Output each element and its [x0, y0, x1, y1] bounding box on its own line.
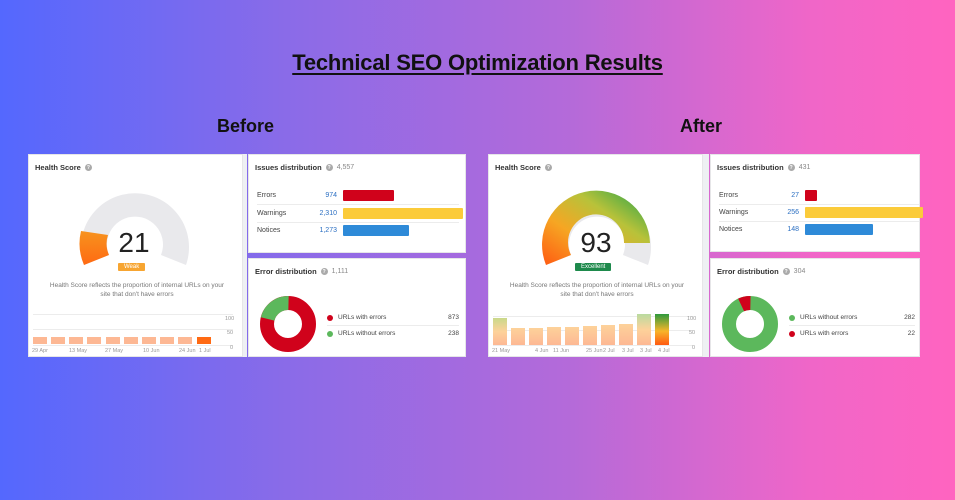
after-panel-gap — [703, 154, 709, 357]
help-icon[interactable]: ? — [782, 268, 790, 275]
help-icon[interactable]: ? — [787, 164, 795, 171]
error-donut-chart — [260, 296, 316, 352]
issue-row-errors[interactable]: Errors 974 — [257, 187, 394, 203]
error-donut-chart — [722, 296, 778, 352]
after-issues-distribution-card: Issues distribution ? 431 Errors 27 Warn… — [710, 154, 923, 252]
history-bar-current — [197, 337, 211, 344]
history-bar — [160, 337, 174, 344]
history-bar — [493, 318, 507, 345]
history-bar-current — [655, 314, 669, 345]
history-bar — [33, 337, 47, 344]
errors-total: 304 — [793, 268, 806, 275]
before-panel-gap — [243, 154, 247, 357]
health-history-chart: 100 50 0 21 May 4 Jun 11 Jun 25 Jun 2 Ju… — [492, 314, 697, 354]
issues-distribution-title: Issues distribution ? 4,557 — [255, 163, 355, 172]
issue-row-errors[interactable]: Errors 27 — [719, 187, 817, 203]
health-score-title: Health Score ? — [495, 163, 552, 172]
warnings-bar — [343, 207, 463, 219]
help-icon[interactable]: ? — [544, 164, 552, 171]
before-label: Before — [217, 116, 275, 136]
issue-row-warnings[interactable]: Warnings 2,310 — [257, 205, 463, 221]
issue-row-notices[interactable]: Notices 1,273 — [257, 222, 409, 238]
page-title: Technical SEO Optimization Results — [292, 50, 663, 75]
history-bar — [51, 337, 65, 344]
health-score-value: 93 — [580, 227, 612, 258]
history-bar — [601, 325, 615, 345]
health-gauge — [79, 193, 189, 265]
red-dot-icon — [789, 330, 795, 337]
health-status-badge: Excellent — [575, 263, 612, 271]
history-bar — [529, 328, 543, 345]
after-health-score-card: Health Score ? 93 Excellent Health Score… — [488, 154, 703, 357]
history-bar — [547, 327, 561, 345]
help-icon[interactable]: ? — [320, 268, 328, 275]
history-bar — [106, 337, 120, 344]
legend-urls-without-errors[interactable]: URLs without errors — [327, 330, 395, 337]
health-score-value: 21 — [118, 227, 150, 258]
history-bar — [178, 337, 192, 344]
health-score-title: Health Score ? — [35, 163, 92, 172]
errors-bar — [805, 189, 817, 201]
history-bar — [583, 326, 597, 345]
issues-total: 431 — [798, 164, 811, 171]
green-dot-icon — [327, 330, 333, 337]
issues-total: 4,557 — [336, 164, 355, 171]
before-error-distribution-card: Error distribution ? 1,111 URLs with err… — [248, 258, 466, 357]
issue-row-notices[interactable]: Notices 148 — [719, 221, 873, 237]
after-error-distribution-card: Error distribution ? 304 URLs without er… — [710, 258, 920, 357]
green-dot-icon — [789, 314, 795, 321]
before-issues-distribution-card: Issues distribution ? 4,557 Errors 974 W… — [248, 154, 466, 253]
legend-urls-with-errors[interactable]: URLs with errors — [789, 330, 848, 337]
legend-urls-with-errors[interactable]: URLs with errors — [327, 314, 386, 321]
legend-urls-without-errors[interactable]: URLs without errors — [789, 314, 857, 321]
errors-total: 1,111 — [331, 268, 349, 275]
red-dot-icon — [327, 314, 333, 321]
history-bar — [565, 327, 579, 345]
health-status-badge: Weak — [118, 263, 146, 271]
after-label: After — [680, 116, 723, 136]
errors-bar — [343, 189, 394, 201]
health-history-chart: 100 50 0 29 Apr 13 May 27 May 10 Jun 24 … — [32, 314, 235, 354]
history-bar — [87, 337, 101, 344]
issue-row-warnings[interactable]: Warnings 256 — [719, 204, 923, 220]
help-icon[interactable]: ? — [84, 164, 92, 171]
error-distribution-title: Error distribution ? 1,111 — [255, 267, 349, 276]
history-bar — [637, 314, 651, 345]
history-bar — [69, 337, 83, 344]
before-health-score-card: Health Score ? 21 Weak Health Score refl… — [28, 154, 243, 357]
notices-bar — [343, 224, 409, 236]
history-bar — [511, 328, 525, 345]
notices-bar — [805, 223, 873, 235]
health-score-description: Health Score reflects the proportion of … — [49, 282, 225, 298]
error-distribution-title: Error distribution ? 304 — [717, 267, 806, 276]
health-gauge — [542, 190, 651, 265]
health-score-description: Health Score reflects the proportion of … — [509, 282, 685, 298]
history-bar — [124, 337, 138, 344]
warnings-bar — [805, 206, 923, 218]
help-icon[interactable]: ? — [325, 164, 333, 171]
issues-distribution-title: Issues distribution ? 431 — [717, 163, 811, 172]
history-bar — [619, 324, 633, 345]
history-bar — [142, 337, 156, 344]
